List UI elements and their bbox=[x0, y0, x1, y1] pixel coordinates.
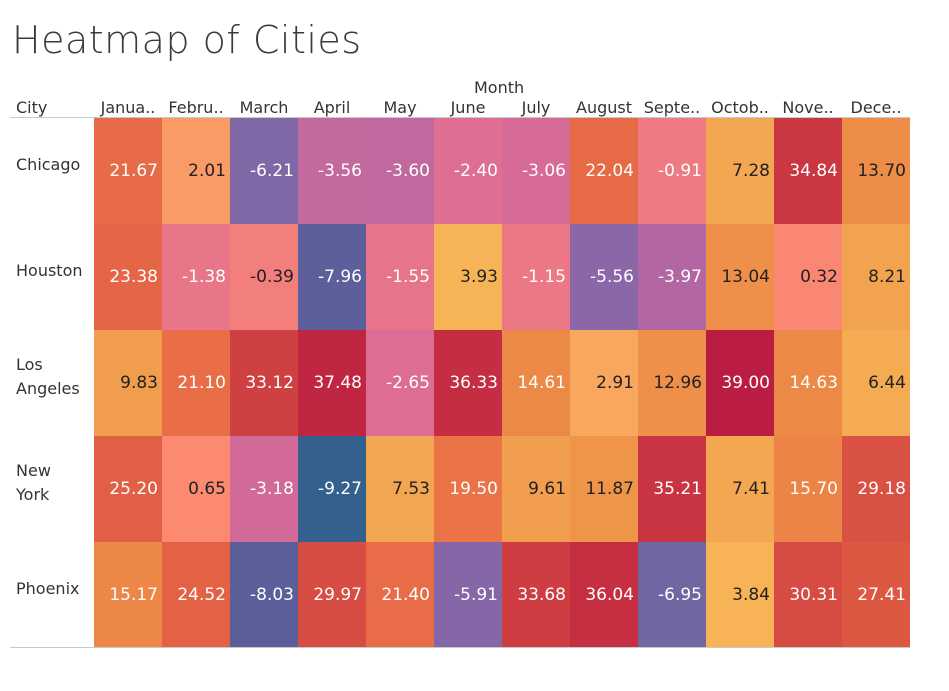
row-label: Phoenix bbox=[16, 579, 80, 598]
heatmap-cell: -2.40 bbox=[434, 118, 502, 224]
y-axis-title: City bbox=[16, 98, 48, 117]
heatmap-cell: 36.33 bbox=[434, 330, 502, 436]
heatmap-cell: 2.91 bbox=[570, 330, 638, 436]
heatmap-cell: 8.21 bbox=[842, 224, 910, 330]
heatmap-cell: 29.18 bbox=[842, 436, 910, 542]
heatmap-cell: 39.00 bbox=[706, 330, 774, 436]
heatmap-cell: 2.01 bbox=[162, 118, 230, 224]
heatmap-cell: 36.04 bbox=[570, 542, 638, 648]
heatmap-cell: 22.04 bbox=[570, 118, 638, 224]
column-label: August bbox=[576, 98, 632, 117]
heatmap-cell: 15.70 bbox=[774, 436, 842, 542]
column-label: Dece.. bbox=[850, 98, 902, 117]
heatmap-cell: 9.61 bbox=[502, 436, 570, 542]
heatmap-cell: -0.91 bbox=[638, 118, 706, 224]
heatmap-cell: -3.06 bbox=[502, 118, 570, 224]
column-label: May bbox=[383, 98, 417, 117]
heatmap-cell: 9.83 bbox=[94, 330, 162, 436]
heatmap-cell: -0.39 bbox=[230, 224, 298, 330]
column-label: June bbox=[450, 98, 486, 117]
column-label: Janua.. bbox=[100, 98, 156, 117]
heatmap-cell: -3.18 bbox=[230, 436, 298, 542]
heatmap-cell: 19.50 bbox=[434, 436, 502, 542]
heatmap-cell: -9.27 bbox=[298, 436, 366, 542]
column-label: July bbox=[521, 98, 551, 117]
heatmap-cell: 12.96 bbox=[638, 330, 706, 436]
heatmap-cell: -5.91 bbox=[434, 542, 502, 648]
heatmap-cell: -3.56 bbox=[298, 118, 366, 224]
heatmap-cell: 3.84 bbox=[706, 542, 774, 648]
heatmap-cell: -1.38 bbox=[162, 224, 230, 330]
heatmap-cell: 24.52 bbox=[162, 542, 230, 648]
heatmap-cell: 15.17 bbox=[94, 542, 162, 648]
heatmap-cell: -1.55 bbox=[366, 224, 434, 330]
heatmap-cell: 7.53 bbox=[366, 436, 434, 542]
heatmap-cell: 23.38 bbox=[94, 224, 162, 330]
row-label: Los Angeles bbox=[16, 355, 80, 398]
heatmap-cell: 21.40 bbox=[366, 542, 434, 648]
heatmap-cell: 3.93 bbox=[434, 224, 502, 330]
row-label: New York bbox=[16, 461, 51, 504]
bottom-divider bbox=[10, 647, 910, 648]
heatmap-cell: 0.65 bbox=[162, 436, 230, 542]
x-axis-title: Month bbox=[474, 78, 525, 97]
heatmap-cell: 25.20 bbox=[94, 436, 162, 542]
heatmap-cell: 6.44 bbox=[842, 330, 910, 436]
heatmap-cell: -3.60 bbox=[366, 118, 434, 224]
heatmap-cell: 11.87 bbox=[570, 436, 638, 542]
column-label: Nove.. bbox=[782, 98, 834, 117]
heatmap-cell: 34.84 bbox=[774, 118, 842, 224]
heatmap-cell: -5.56 bbox=[570, 224, 638, 330]
row-label: Houston bbox=[16, 261, 83, 280]
heatmap-cell: 14.61 bbox=[502, 330, 570, 436]
heatmap-cell: 0.32 bbox=[774, 224, 842, 330]
heatmap-cell: -6.21 bbox=[230, 118, 298, 224]
column-label: Octob.. bbox=[711, 98, 769, 117]
row-label: Chicago bbox=[16, 155, 81, 174]
heatmap-cell: 21.10 bbox=[162, 330, 230, 436]
heatmap-cell: 33.12 bbox=[230, 330, 298, 436]
heatmap-cell: 35.21 bbox=[638, 436, 706, 542]
heatmap-cell: 21.67 bbox=[94, 118, 162, 224]
heatmap-cell: -8.03 bbox=[230, 542, 298, 648]
heatmap-cell: 7.41 bbox=[706, 436, 774, 542]
heatmap-cell: 7.28 bbox=[706, 118, 774, 224]
heatmap-cell: 37.48 bbox=[298, 330, 366, 436]
heatmap-cell: -2.65 bbox=[366, 330, 434, 436]
heatmap-cell: -7.96 bbox=[298, 224, 366, 330]
heatmap-cell: 27.41 bbox=[842, 542, 910, 648]
heatmap-cell: 33.68 bbox=[502, 542, 570, 648]
heatmap-cell: 13.70 bbox=[842, 118, 910, 224]
heatmap-cell: -6.95 bbox=[638, 542, 706, 648]
heatmap-cell: 29.97 bbox=[298, 542, 366, 648]
heatmap-cell: -3.97 bbox=[638, 224, 706, 330]
heatmap-cell: 14.63 bbox=[774, 330, 842, 436]
heatmap-cell: -1.15 bbox=[502, 224, 570, 330]
header-divider bbox=[10, 117, 910, 118]
column-label: Septe.. bbox=[643, 98, 701, 117]
chart-title: Heatmap of Cities bbox=[12, 18, 362, 62]
column-label: Febru.. bbox=[168, 98, 224, 117]
column-label: April bbox=[313, 98, 351, 117]
heatmap-cell: 30.31 bbox=[774, 542, 842, 648]
heatmap-cell: 13.04 bbox=[706, 224, 774, 330]
column-label: March bbox=[239, 98, 289, 117]
